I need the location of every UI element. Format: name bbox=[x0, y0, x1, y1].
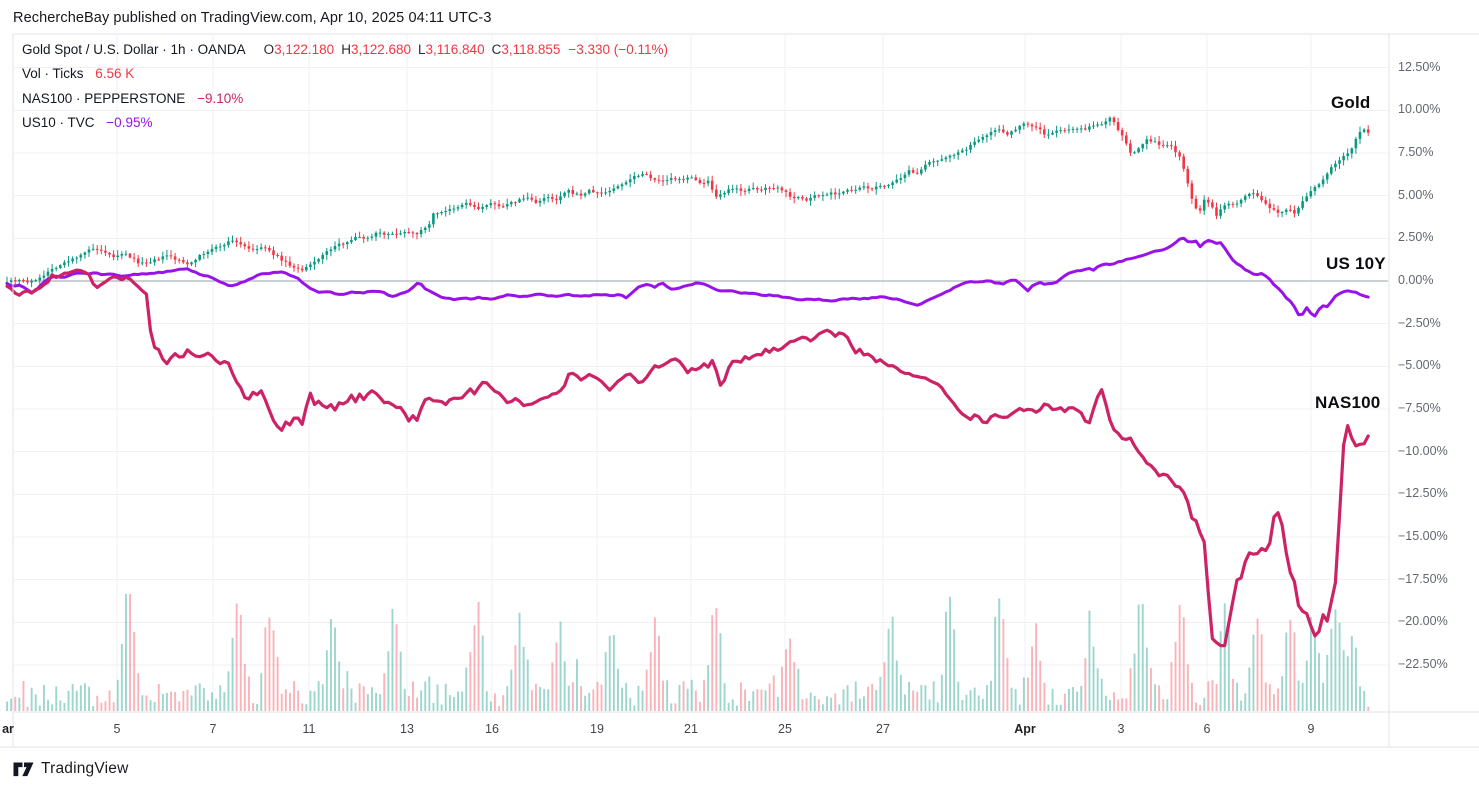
price-axis-label: 0.00% bbox=[1398, 273, 1434, 287]
legend-row-volume: Vol · Ticks 6.56 K bbox=[22, 62, 668, 86]
nas100-line bbox=[5, 268, 1370, 648]
price-axis-label: 10.00% bbox=[1398, 102, 1441, 117]
tradingview-attribution[interactable]: TradingView bbox=[13, 760, 129, 778]
price-axis-label: −7.50% bbox=[1398, 401, 1441, 416]
tradingview-brand-text: TradingView bbox=[41, 760, 129, 777]
price-axis-label: 7.50% bbox=[1398, 144, 1434, 159]
time-axis-label: 9 bbox=[1307, 722, 1315, 736]
us10-change-value: −0.95% bbox=[106, 115, 153, 131]
tradingview-logo bbox=[13, 762, 34, 777]
volume-bars bbox=[6, 594, 1370, 711]
price-axis-label: −5.00% bbox=[1398, 358, 1441, 373]
high-value: 3,122.680 bbox=[350, 42, 411, 57]
price-axis-label: −22.50% bbox=[1398, 657, 1448, 672]
price-axis-label: 2.50% bbox=[1398, 230, 1434, 245]
gold-candles bbox=[5, 116, 1370, 288]
time-axis-label: ar bbox=[2, 722, 14, 736]
time-axis-label: 5 bbox=[113, 722, 121, 736]
gold-symbol-title: Gold Spot / U.S. Dollar · 1h · OANDA bbox=[22, 42, 245, 57]
price-axis[interactable]: 12.50% 10.00% 7.50% 5.00% 2.50% 0.00% −2.50% −5… bbox=[1389, 34, 1479, 747]
time-axis[interactable]: ar 5 7 11 13 16 19 21 25 27 Apr 3 6 9 bbox=[0, 712, 1479, 747]
time-axis-label: 7 bbox=[209, 722, 217, 736]
price-axis-label: −17.50% bbox=[1398, 571, 1448, 586]
price-axis-label: −12.50% bbox=[1398, 486, 1448, 501]
attribution-header: RechercheBay published on TradingView.co… bbox=[13, 10, 492, 26]
nas100-series-label: NAS100 bbox=[1315, 393, 1381, 412]
time-axis-label: 11 bbox=[302, 722, 316, 736]
time-axis-label: 25 bbox=[778, 722, 792, 736]
chart-legend: Gold Spot / U.S. Dollar · 1h · OANDA O3,… bbox=[22, 38, 668, 136]
time-axis-label: 3 bbox=[1117, 722, 1125, 736]
price-axis-label: 5.00% bbox=[1398, 187, 1434, 202]
gold-series-label: Gold bbox=[1331, 93, 1371, 112]
us10y-series-label: US 10Y bbox=[1326, 254, 1386, 273]
time-axis-label: 16 bbox=[485, 722, 499, 736]
price-axis-label: −10.00% bbox=[1398, 443, 1448, 458]
nas100-symbol-label: NAS100 · PEPPERSTONE bbox=[22, 90, 186, 106]
volume-label: Vol · Ticks bbox=[22, 66, 84, 82]
nas100-change-value: −9.10% bbox=[197, 90, 244, 106]
volume-value: 6.56 K bbox=[95, 66, 135, 82]
price-axis-label: −20.00% bbox=[1398, 614, 1448, 629]
attribution-text: RechercheBay published on TradingView.co… bbox=[13, 10, 492, 26]
close-value: 3,118.855 bbox=[501, 42, 561, 57]
time-axis-label: 27 bbox=[876, 722, 890, 736]
legend-row-gold: Gold Spot / U.S. Dollar · 1h · OANDA O3,… bbox=[22, 38, 668, 62]
gold-ohlc-values: O3,122.180 H3,122.680 L3,116.840 C3,118.855… bbox=[263, 42, 668, 57]
time-axis-label: 19 bbox=[590, 722, 604, 736]
change-value: −3.330 (−0.11%) bbox=[568, 42, 668, 57]
open-value: 3,122.180 bbox=[274, 42, 335, 57]
legend-row-nas100: NAS100 · PEPPERSTONE −9.10% bbox=[22, 87, 668, 111]
price-axis-label: 12.50% bbox=[1398, 59, 1441, 74]
time-axis-label: 13 bbox=[400, 722, 414, 736]
price-axis-label: −15.00% bbox=[1398, 529, 1448, 544]
low-value: 3,116.840 bbox=[425, 42, 485, 57]
legend-row-us10: US10 · TVC −0.95% bbox=[22, 111, 668, 135]
us10-line bbox=[5, 236, 1370, 318]
time-axis-label: Apr bbox=[1014, 722, 1036, 736]
price-axis-label: −2.50% bbox=[1398, 315, 1441, 330]
us10-symbol-label: US10 · TVC bbox=[22, 115, 95, 131]
time-axis-label: 21 bbox=[684, 722, 698, 736]
time-axis-label: 6 bbox=[1203, 722, 1211, 736]
